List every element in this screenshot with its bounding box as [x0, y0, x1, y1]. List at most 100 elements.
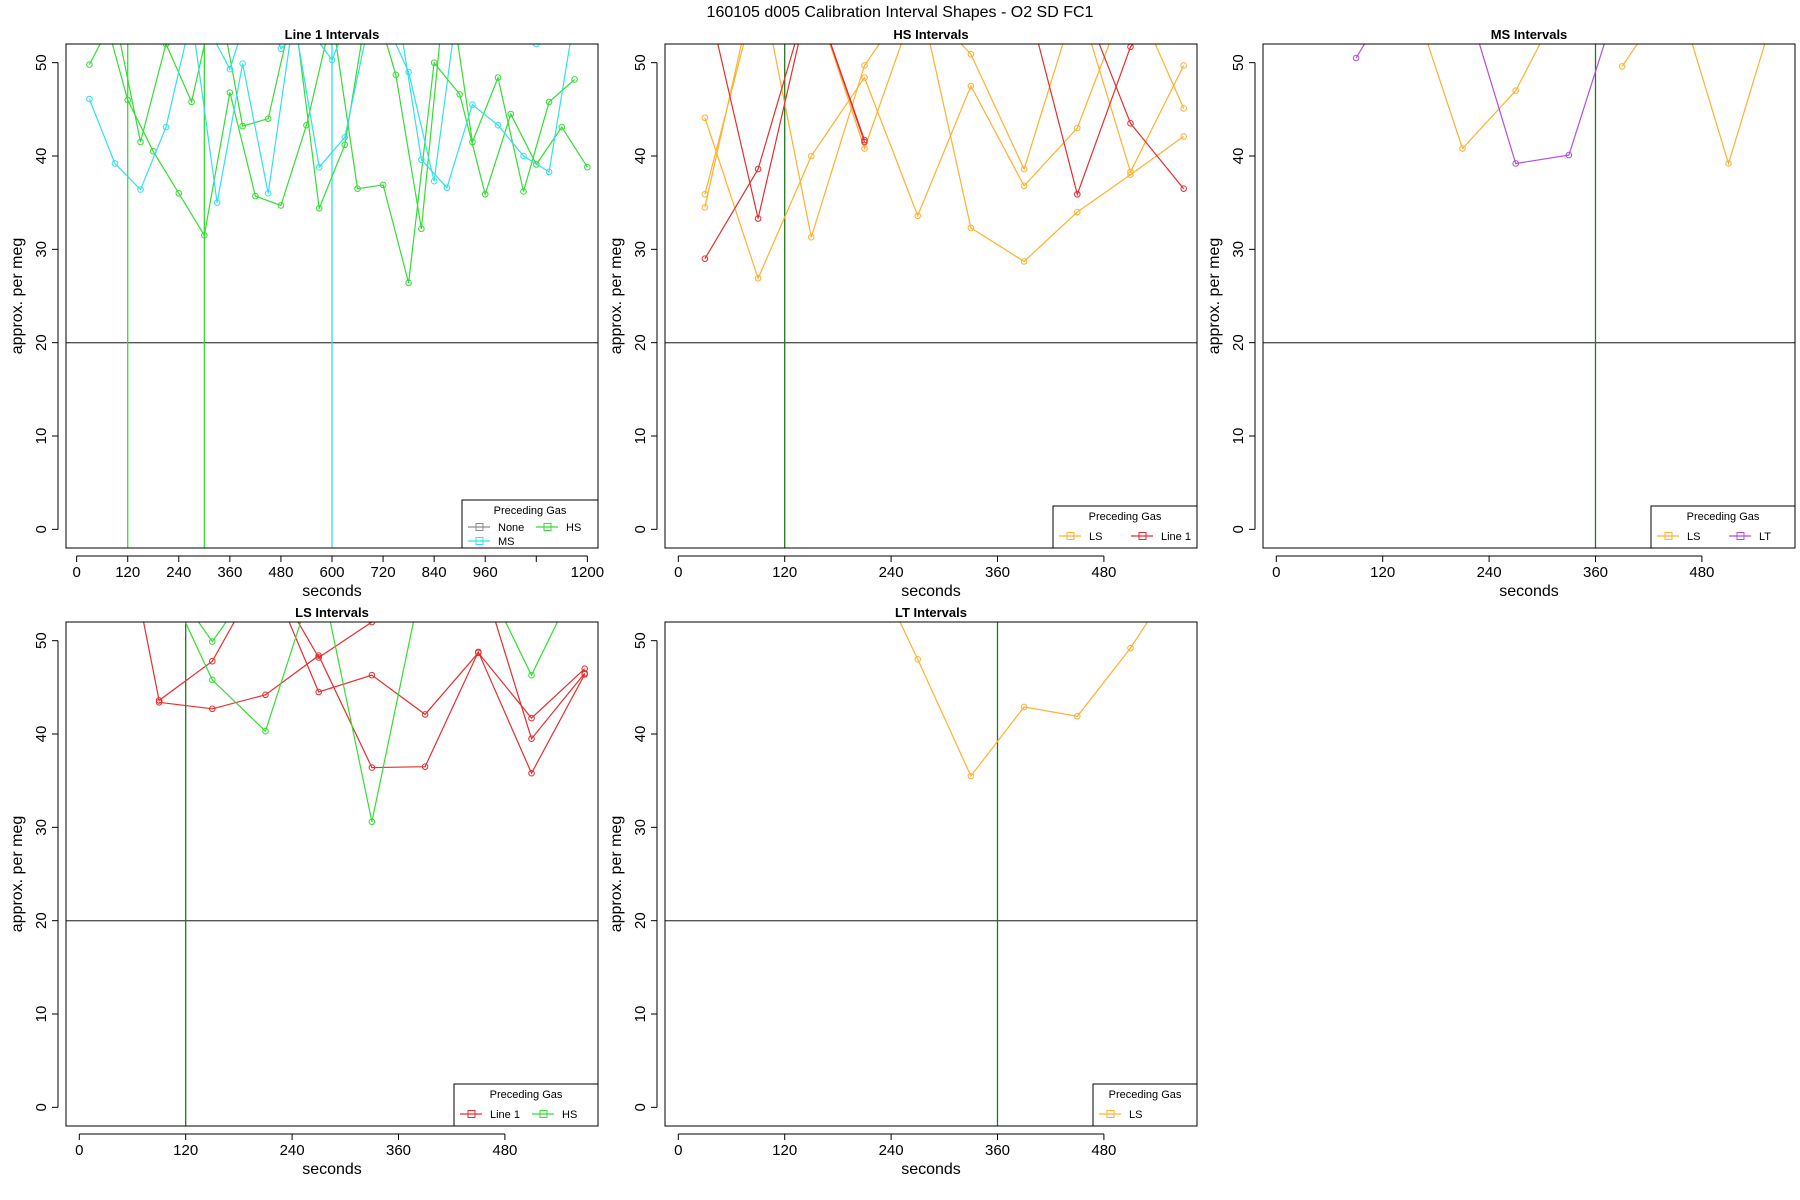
data-point: [1180, 62, 1187, 69]
legend-entry: None: [498, 522, 524, 534]
x-tick-label: 240: [1477, 564, 1502, 581]
legend-swatch-marker: [1736, 532, 1745, 540]
legend-entry: HS: [566, 522, 581, 534]
data-point: [368, 764, 376, 771]
x-tick-label: 120: [1370, 564, 1395, 581]
x-tick-label: 480: [492, 1142, 517, 1159]
x-tick-label: 840: [422, 564, 447, 581]
y-tick-label: 10: [1230, 428, 1247, 445]
legend-swatch-marker: [1066, 532, 1075, 540]
data-point: [1020, 258, 1028, 265]
legend-title: Preceding Gas: [1089, 511, 1162, 523]
y-tick-label: 10: [632, 428, 649, 445]
data-point: [162, 123, 170, 131]
chart-title: Line 1 Intervals: [285, 27, 380, 42]
data-point: [1127, 44, 1134, 51]
data-point: [137, 186, 144, 193]
data-point: [914, 656, 922, 663]
legend-title: Preceding Gas: [494, 505, 567, 517]
data-point: [1565, 151, 1573, 159]
data-point: [315, 654, 323, 661]
y-tick-label: 20: [632, 334, 649, 351]
legend-swatch-marker: [475, 523, 484, 531]
chart-title: LS Intervals: [295, 605, 369, 620]
legend-box: [453, 1083, 599, 1127]
series-line-ls: [704, 44, 1185, 195]
legend-entry: LT: [1759, 531, 1771, 543]
data-point: [1512, 87, 1519, 94]
chart-panel-1: HS Intervals 0 120 240 360 480 seconds 0 10 20 30 4…: [608, 27, 1198, 600]
data-point: [264, 190, 272, 197]
series-line-line-1: [159, 650, 586, 775]
series-line-lt: [1478, 44, 1605, 165]
legend-entry: Line 1: [490, 1109, 520, 1121]
chart-title: HS Intervals: [893, 27, 968, 42]
data-point: [581, 665, 589, 672]
legend-entry: MS: [498, 536, 515, 548]
x-tick-label: 0: [674, 564, 682, 581]
data-point: [202, 18, 208, 24]
plot-frame: [65, 43, 599, 549]
data-point: [754, 215, 762, 222]
data-point: [303, 121, 310, 129]
series-line-line-1: [717, 44, 866, 219]
data-point: [368, 13, 374, 19]
data-point: [86, 61, 93, 68]
y-tick-label: 20: [1230, 334, 1247, 351]
data-point: [354, 185, 361, 192]
data-point: [1127, 120, 1134, 127]
y-axis-label: approx. per meg: [1206, 238, 1223, 355]
y-tick-label: 40: [33, 148, 50, 165]
data-point: [209, 705, 216, 713]
data-point: [405, 68, 412, 76]
data-point: [1020, 703, 1028, 711]
data-point: [226, 89, 234, 96]
data-point: [967, 82, 975, 90]
data-point: [475, 649, 482, 657]
chart-panel-4: LT Intervals 0 120 240 360 480 seconds 0 10 20 30 4…: [608, 605, 1198, 1178]
data-point: [239, 122, 246, 130]
data-point: [291, 13, 297, 19]
data-point: [545, 168, 553, 176]
data-point: [545, 98, 553, 106]
data-point: [754, 274, 762, 282]
y-axis-label: approx. per meg: [608, 816, 625, 933]
plot-area: [665, 622, 1197, 1126]
legend-entry: LS: [1129, 1109, 1142, 1121]
legend-box: [461, 499, 599, 549]
x-tick-label: 120: [173, 1142, 198, 1159]
y-tick-label: 30: [632, 819, 649, 836]
data-point: [1618, 63, 1626, 70]
data-point: [137, 138, 144, 146]
series-line-hs: [88, 44, 575, 229]
data-point: [701, 190, 709, 198]
plot-frame: [664, 621, 1198, 1127]
data-point: [264, 115, 272, 122]
legend-box: [1650, 505, 1796, 549]
data-point: [379, 181, 387, 189]
data-point: [156, 563, 162, 569]
series-line-line-1: [142, 622, 586, 719]
y-tick-label: 30: [33, 819, 50, 836]
data-point: [508, 13, 514, 19]
data-point: [1180, 105, 1187, 112]
data-point: [262, 727, 269, 735]
legend: Preceding Gas LS LT: [1650, 505, 1796, 549]
data-point: [86, 95, 93, 103]
data-point: [201, 232, 208, 239]
data-point: [914, 212, 922, 220]
data-point: [392, 71, 400, 79]
x-axis-label: seconds: [901, 1161, 961, 1178]
legend-entry: HS: [562, 1109, 577, 1121]
series-line-hs: [184, 622, 415, 822]
legend-entry: Line 1: [1161, 531, 1191, 543]
data-point: [1020, 182, 1028, 190]
y-tick-label: 40: [33, 726, 50, 743]
data-point: [341, 134, 349, 141]
data-point: [1459, 145, 1466, 152]
y-tick-label: 30: [632, 241, 649, 258]
series-line-hs: [111, 44, 588, 284]
data-point: [421, 763, 429, 770]
x-tick-label: 360: [985, 564, 1010, 581]
